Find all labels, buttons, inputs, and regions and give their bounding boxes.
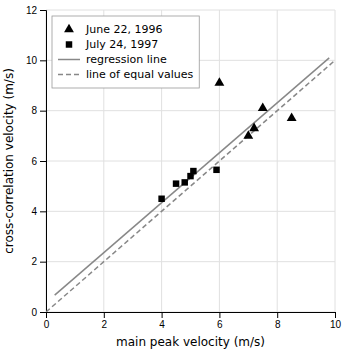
legend-swatch — [58, 74, 80, 76]
x-tick-label: 4 — [159, 319, 165, 330]
point — [287, 113, 297, 122]
x-tick: 8 — [275, 312, 281, 330]
x-tick-label: 0 — [44, 319, 50, 330]
legend-label: July 24, 1997 — [85, 38, 158, 51]
y-tick-label: 10 — [26, 55, 38, 66]
y-tick-label: 2 — [31, 256, 37, 267]
legend-label: line of equal values — [86, 68, 194, 81]
x-tick: 2 — [102, 312, 108, 330]
y-tick-mark — [40, 60, 46, 61]
grid — [46, 10, 335, 312]
grid-line-y — [46, 211, 335, 212]
grid-line-y — [46, 161, 335, 162]
point — [158, 196, 164, 202]
point — [190, 168, 196, 174]
grid-line-y — [46, 110, 335, 111]
point — [181, 179, 187, 185]
point — [213, 167, 219, 173]
chart: 0 2 4 6 8 10 0 2 4 6 8 10 12 June 22, 1996 July 24, 19… — [0, 0, 349, 352]
y-tick-mark — [40, 312, 46, 313]
y-tick: 4 — [31, 206, 46, 217]
legend: June 22, 1996 July 24, 1997 regression lin… — [52, 16, 199, 88]
y-tick: 12 — [26, 5, 46, 16]
x-axis-title: main peak velocity (m/s) — [116, 335, 265, 349]
legend-item: line of equal values — [58, 68, 194, 81]
y-tick: 8 — [31, 105, 46, 116]
y-tick-label: 4 — [31, 206, 37, 217]
grid-line-y — [46, 10, 335, 11]
x-tick-mark — [277, 312, 278, 318]
x-axis-line — [47, 313, 336, 319]
legend-label: June 22, 1996 — [85, 23, 162, 36]
y-tick-mark — [40, 111, 46, 112]
x-tick-mark — [104, 312, 105, 318]
point — [243, 130, 253, 139]
x-tick-mark — [335, 312, 336, 318]
legend-swatch — [66, 41, 72, 47]
x-tick: 4 — [159, 312, 165, 330]
x-tick-label: 8 — [275, 319, 281, 330]
legend-label: regression line — [86, 53, 167, 66]
y-tick-label: 0 — [31, 307, 37, 318]
y-tick-mark — [40, 161, 46, 162]
legend-swatch — [58, 59, 80, 61]
y-tick-label: 12 — [26, 5, 38, 16]
y-tick: 6 — [31, 156, 46, 167]
y-axis-title: cross-correlation velocity (m/s) — [2, 68, 16, 254]
x-tick-mark — [219, 312, 220, 318]
x-tick-label: 10 — [330, 319, 342, 330]
y-tick: 2 — [31, 256, 46, 267]
y-tick: 10 — [26, 55, 46, 66]
point — [249, 123, 259, 132]
grid-line-y — [46, 261, 335, 262]
y-tick: 0 — [31, 307, 46, 318]
legend-item: July 24, 1997 — [66, 38, 159, 51]
x-tick-mark — [162, 312, 163, 318]
y-tick-mark — [40, 211, 46, 212]
point — [258, 102, 268, 111]
point — [173, 180, 179, 186]
y-axis-line — [40, 11, 47, 313]
legend-box — [52, 16, 199, 88]
legend-item: June 22, 1996 — [64, 23, 162, 36]
y-tick-mark — [40, 10, 46, 11]
marks — [46, 58, 335, 312]
x-tick: 6 — [217, 312, 223, 330]
x-tick: 10 — [330, 312, 342, 330]
plot: 0 2 4 6 8 10 0 2 4 6 8 10 12 June 22, 1996 July 24, 19… — [26, 5, 342, 330]
x-axis: 0 2 4 6 8 10 — [44, 312, 342, 330]
x-tick-label: 6 — [217, 319, 223, 330]
point — [214, 77, 224, 86]
y-tick-mark — [40, 262, 46, 263]
x-tick: 0 — [44, 312, 50, 330]
line — [46, 60, 335, 312]
x-tick-label: 2 — [102, 319, 108, 330]
line — [55, 58, 330, 295]
legend-swatch — [64, 24, 74, 33]
y-tick-label: 8 — [31, 105, 37, 116]
y-tick-label: 6 — [31, 156, 37, 167]
legend-item: regression line — [58, 53, 167, 66]
y-axis: 0 2 4 6 8 10 12 — [26, 5, 47, 318]
